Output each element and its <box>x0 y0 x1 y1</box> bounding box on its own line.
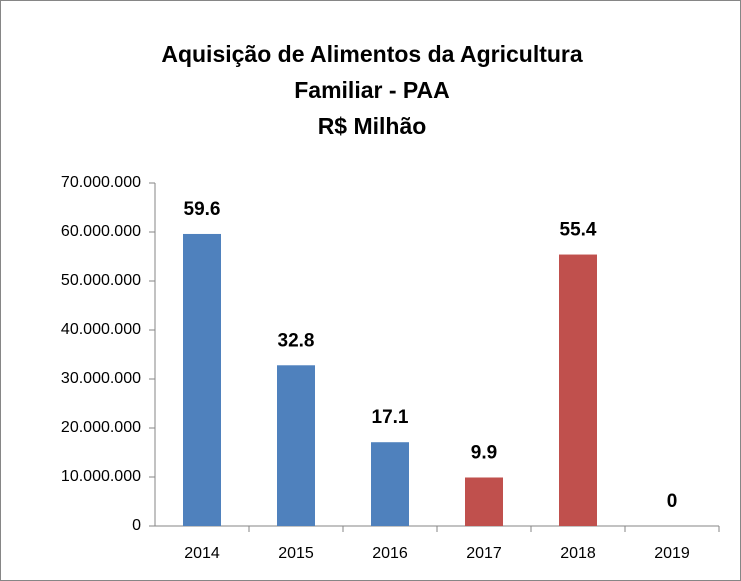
value-label: 0 <box>667 491 678 512</box>
y-tick-label: 40.000.000 <box>61 321 141 338</box>
y-tick-label: 50.000.000 <box>61 272 141 289</box>
y-tick-label: 70.000.000 <box>61 174 141 191</box>
y-tick-label: 30.000.000 <box>61 370 141 387</box>
chart-title: Aquisição de Alimentos da Agricultura <box>161 41 583 67</box>
value-label: 9.9 <box>471 443 497 464</box>
value-label: 17.1 <box>372 407 409 428</box>
value-label: 59.6 <box>184 199 221 220</box>
x-tick-label: 2014 <box>184 545 220 562</box>
x-tick-label: 2019 <box>654 545 690 562</box>
x-tick-label: 2017 <box>466 545 502 562</box>
bar <box>371 442 409 526</box>
bar <box>277 365 315 526</box>
value-label: 32.8 <box>278 330 315 351</box>
y-tick-label: 20.000.000 <box>61 419 141 436</box>
chart-title: R$ Milhão <box>318 113 427 139</box>
y-tick-label: 0 <box>132 517 141 534</box>
x-tick-label: 2016 <box>372 545 408 562</box>
x-tick-label: 2015 <box>278 545 314 562</box>
bar <box>465 477 503 526</box>
chart-title: Familiar - PAA <box>294 77 450 103</box>
y-tick-label: 60.000.000 <box>61 223 141 240</box>
bar <box>183 233 221 526</box>
y-tick-label: 10.000.000 <box>61 468 141 485</box>
bar <box>559 254 597 527</box>
value-label: 55.4 <box>560 220 597 241</box>
x-tick-label: 2018 <box>560 545 596 562</box>
